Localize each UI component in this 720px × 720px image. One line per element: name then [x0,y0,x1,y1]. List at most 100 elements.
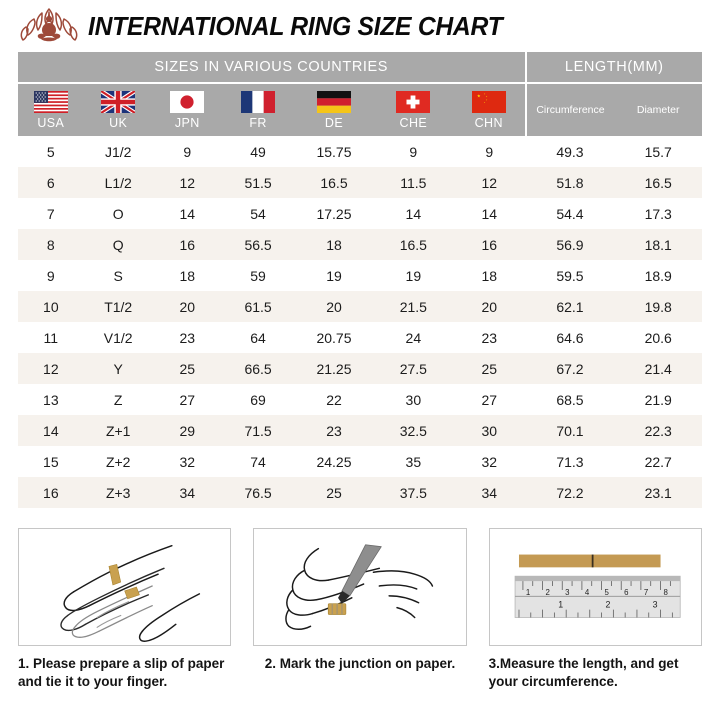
cell-che: 9 [409,143,418,160]
column-header-fr-label: FR [249,115,267,130]
cell-uk: Z+2 [105,453,131,470]
svg-text:1: 1 [558,600,563,610]
cell-jpn: 25 [179,360,196,377]
table-header: SIZES IN VARIOUS COUNTRIES LENGTH(MM) [18,52,702,136]
cell-che: 16.5 [399,236,427,253]
table-row: 11 V1/2 23 64 20.75 24 23 64.6 20.6 [18,322,702,353]
cell-de: 22 [326,391,342,408]
cell-uk: Q [112,236,124,253]
cell-uk: T1/2 [104,298,133,315]
cell-usa: 12 [43,360,59,377]
cell-circumference: 72.2 [556,484,584,501]
cell-jpn: 23 [179,329,196,346]
table-row: 12 Y 25 66.5 21.25 27.5 25 67.2 21.4 [18,353,702,384]
flag-uk-icon [99,88,137,115]
table-row: 15 Z+2 32 74 24.25 35 32 71.3 22.7 [18,446,702,477]
svg-text:3: 3 [565,588,570,597]
cell-diameter: 15.7 [644,143,672,160]
cell-fr: 59 [250,267,266,284]
instruction-caption-3: 3.Measure the length, and get your circu… [488,656,679,690]
cell-che: 11.5 [400,174,427,191]
cell-diameter: 22.7 [644,453,672,470]
cell-chn: 25 [481,360,498,377]
cell-uk: Z [113,391,123,408]
cell-de: 16.5 [320,174,348,191]
table-row: 10 T1/2 20 61.5 20 21.5 20 62.1 19.8 [18,291,702,322]
cell-uk: V1/2 [103,329,133,346]
flag-usa-icon [33,90,68,113]
cell-jpn: 20 [179,298,196,315]
cell-fr: 61.5 [244,298,272,315]
cell-uk: O [112,205,124,222]
cell-usa: 16 [43,484,59,501]
cell-fr: 49 [250,143,266,160]
column-header-diameter: Diameter [614,83,702,136]
cell-uk: S [113,267,123,284]
column-header-jpn: JPN [152,83,222,136]
cell-fr: 76.5 [244,484,272,501]
cell-de: 19 [326,267,342,284]
flag-china-icon [471,90,506,113]
cell-de: 18 [326,236,342,253]
cell-jpn: 29 [179,422,196,439]
cell-usa: 7 [46,205,55,222]
cell-diameter: 16.5 [644,174,672,191]
cell-chn: 16 [481,236,498,253]
table-row: 13 Z 27 69 22 30 27 68.5 21.9 [18,384,702,415]
cell-fr: 69 [250,391,266,408]
flag-japan-icon [170,90,205,113]
cell-che: 37.5 [399,484,427,501]
table-group-header-row: SIZES IN VARIOUS COUNTRIES LENGTH(MM) [18,52,702,84]
cell-diameter: 22.3 [644,422,672,439]
cell-chn: 27 [481,391,498,408]
cell-chn: 20 [481,298,498,315]
cell-jpn: 9 [183,143,192,160]
instruction-caption-2: 2. Mark the junction on paper. [264,656,456,671]
column-header-de: DE [294,83,374,136]
cell-fr: 64 [250,329,266,346]
cell-diameter: 23.1 [644,484,672,501]
instruction-caption-1: 1. Please prepare a slip of paper and ti… [18,656,225,690]
cell-diameter: 21.9 [644,391,672,408]
cell-fr: 74 [250,453,266,470]
table-row: 16 Z+3 34 76.5 25 37.5 34 72.2 23.1 [18,477,702,508]
column-header-fr: FR [221,83,295,136]
column-header-usa-label: USA [37,115,65,130]
cell-uk: L1/2 [104,174,132,191]
column-header-chn: CHN [453,83,527,136]
cell-usa: 8 [46,236,55,253]
svg-text:6: 6 [624,588,629,597]
cell-diameter: 18.1 [644,236,672,253]
cell-che: 21.5 [399,298,427,315]
cell-chn: 18 [481,267,498,284]
cell-circumference: 67.2 [556,360,584,377]
cell-de: 17.25 [316,205,352,222]
column-header-che-label: CHE [399,115,428,130]
cell-jpn: 12 [179,174,196,191]
cell-usa: 14 [43,422,59,439]
cell-uk: Y [113,360,123,377]
svg-text:3: 3 [652,600,657,610]
cell-usa: 11 [43,329,59,346]
cell-jpn: 18 [179,267,196,284]
column-header-chn-label: CHN [474,115,503,130]
cell-diameter: 17.3 [644,205,672,222]
svg-text:1: 1 [526,588,530,597]
flag-germany-icon [316,90,351,113]
column-header-uk-label: UK [109,115,128,130]
flag-france-icon [241,90,276,113]
table-row: 6 L1/2 12 51.5 16.5 11.5 12 51.8 16.5 [18,167,702,198]
ring-size-table: SIZES IN VARIOUS COUNTRIES LENGTH(MM) [18,52,702,508]
cell-de: 15.75 [316,143,352,160]
column-header-de-label: DE [324,115,344,130]
hand-marking-paper-with-pen-illustration [253,528,467,646]
cell-de: 21.25 [316,360,352,377]
cell-che: 27.5 [399,360,427,377]
flag-switzerland-icon [396,90,431,113]
cell-fr: 56.5 [244,236,272,253]
cell-fr: 54 [250,205,266,222]
cell-jpn: 32 [179,453,196,470]
cell-chn: 9 [485,143,494,160]
